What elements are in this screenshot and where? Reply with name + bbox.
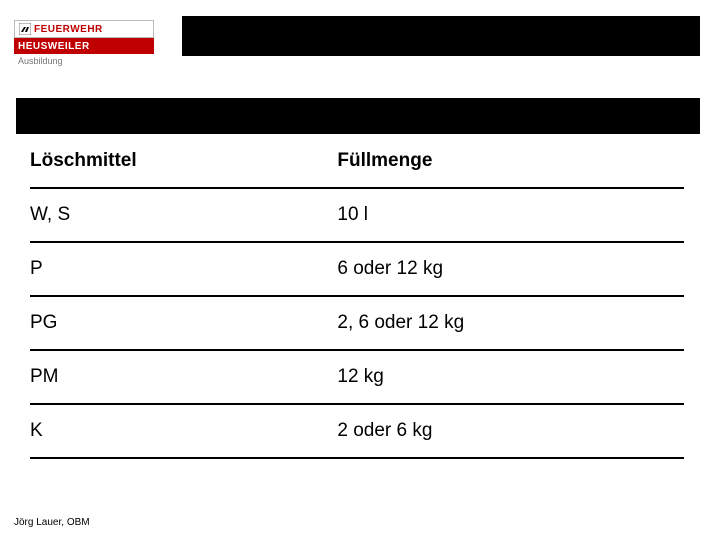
table-row: K 2 oder 6 kg [30, 404, 684, 458]
cell-fuellmenge: 10 l [337, 188, 684, 242]
cell-loeschmittel: K [30, 404, 337, 458]
logo-line-3: Ausbildung [14, 54, 154, 66]
table-row: PM 12 kg [30, 350, 684, 404]
fill-quantity-table: Löschmittel Füllmenge W, S 10 l P 6 oder… [30, 134, 684, 459]
logo-line-2: HEUSWEILER [14, 38, 154, 54]
cell-fuellmenge: 2 oder 6 kg [337, 404, 684, 458]
logo-line-1: FEUERWEHR [14, 20, 154, 38]
subtitle-text: Unterscheidung nach der Füllmenge: [186, 102, 522, 124]
cell-loeschmittel: W, S [30, 188, 337, 242]
table-row: P 6 oder 12 kg [30, 242, 684, 296]
cell-loeschmittel: PM [30, 350, 337, 404]
table-row: W, S 10 l [30, 188, 684, 242]
cell-fuellmenge: 6 oder 12 kg [337, 242, 684, 296]
logo-text-2: HEUSWEILER [18, 41, 90, 52]
author-footer: Jörg Lauer, OBM [14, 517, 90, 528]
slide: FEUERWEHR HEUSWEILER Ausbildung Geräteku… [0, 0, 720, 540]
cell-fuellmenge: 12 kg [337, 350, 684, 404]
hammer-icon [19, 23, 31, 35]
table-header-fuellmenge: Füllmenge [337, 134, 684, 188]
table-row: PG 2, 6 oder 12 kg [30, 296, 684, 350]
logo-text-1: FEUERWEHR [34, 24, 103, 35]
table-header-loeschmittel: Löschmittel [30, 134, 337, 188]
cell-fuellmenge: 2, 6 oder 12 kg [337, 296, 684, 350]
brand-logo: FEUERWEHR HEUSWEILER Ausbildung [14, 20, 154, 66]
cell-loeschmittel: P [30, 242, 337, 296]
table-header-row: Löschmittel Füllmenge [30, 134, 684, 188]
page-title: Gerätekunde [194, 20, 321, 46]
cell-loeschmittel: PG [30, 296, 337, 350]
